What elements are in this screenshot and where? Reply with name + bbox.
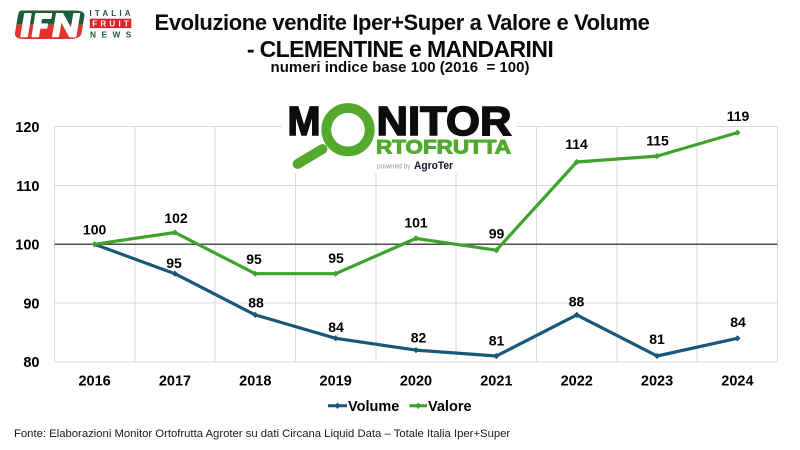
svg-text:Valore: Valore xyxy=(428,399,472,415)
svg-text:FRUIT: FRUIT xyxy=(92,19,129,28)
svg-text:2019: 2019 xyxy=(320,374,352,390)
svg-text:AgroTer: AgroTer xyxy=(414,160,454,172)
svg-text:100: 100 xyxy=(83,222,107,238)
svg-text:110: 110 xyxy=(16,179,39,195)
svg-text:powered by: powered by xyxy=(377,164,411,171)
svg-text:90: 90 xyxy=(23,296,39,312)
svg-text:84: 84 xyxy=(328,319,344,335)
svg-text:Volume: Volume xyxy=(348,399,399,415)
svg-text:2022: 2022 xyxy=(561,374,593,390)
svg-text:88: 88 xyxy=(569,294,585,310)
svg-text:84: 84 xyxy=(730,314,746,330)
svg-text:115: 115 xyxy=(646,133,669,149)
svg-text:2020: 2020 xyxy=(400,374,432,390)
svg-text:81: 81 xyxy=(489,333,505,349)
svg-text:88: 88 xyxy=(248,295,264,311)
svg-text:80: 80 xyxy=(23,355,39,371)
svg-text:95: 95 xyxy=(166,255,182,271)
svg-text:120: 120 xyxy=(15,120,39,136)
svg-text:2021: 2021 xyxy=(480,374,512,390)
svg-text:82: 82 xyxy=(411,330,427,346)
svg-text:100: 100 xyxy=(15,238,39,254)
svg-text:114: 114 xyxy=(565,136,588,152)
svg-text:NITOR: NITOR xyxy=(377,98,512,144)
svg-text:95: 95 xyxy=(328,250,344,266)
svg-text:2023: 2023 xyxy=(641,374,673,390)
svg-text:2017: 2017 xyxy=(159,374,191,390)
svg-text:119: 119 xyxy=(727,108,750,124)
svg-text:2016: 2016 xyxy=(78,374,110,390)
svg-text:M: M xyxy=(288,98,321,144)
svg-text:81: 81 xyxy=(649,331,665,347)
svg-text:2018: 2018 xyxy=(239,374,271,390)
svg-text:99: 99 xyxy=(489,226,505,242)
svg-text:101: 101 xyxy=(404,215,428,231)
svg-text:102: 102 xyxy=(164,210,188,226)
svg-text:2024: 2024 xyxy=(721,374,753,390)
svg-text:RTOFRUTTA: RTOFRUTTA xyxy=(376,137,511,159)
svg-text:95: 95 xyxy=(246,251,262,267)
